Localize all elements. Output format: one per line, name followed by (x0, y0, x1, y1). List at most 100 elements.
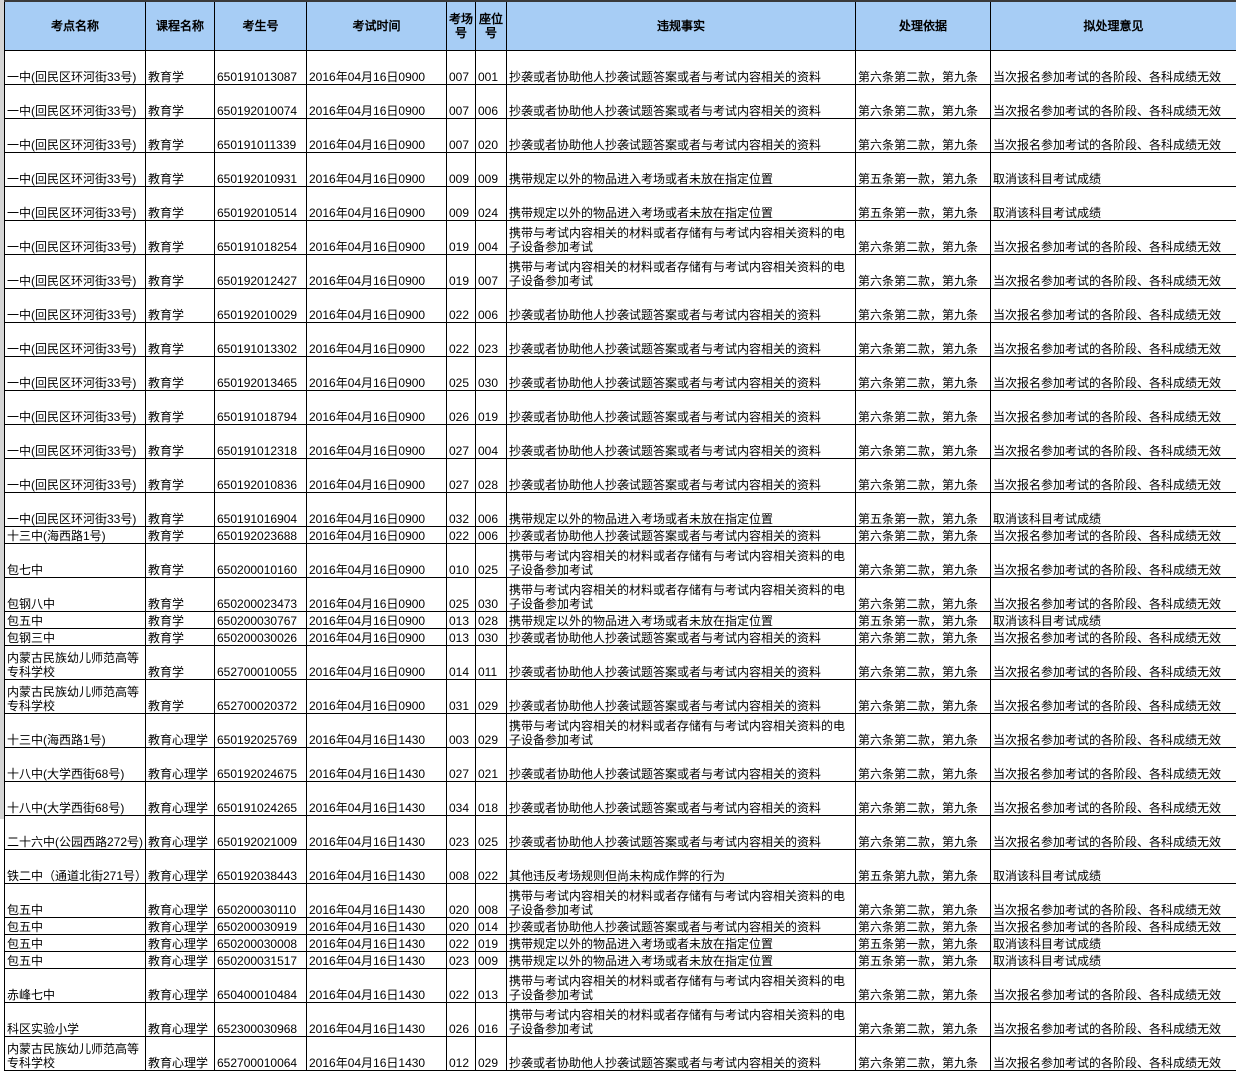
cell-basis[interactable]: 第六条第二款，第九条 (856, 680, 991, 714)
cell-site[interactable]: 一中(回民区环河街33号) (5, 493, 146, 527)
cell-seat[interactable]: 018 (476, 782, 507, 816)
cell-course[interactable]: 教育学 (146, 85, 215, 119)
cell-basis[interactable]: 第六条第二款，第九条 (856, 748, 991, 782)
cell-site[interactable]: 一中(回民区环河街33号) (5, 85, 146, 119)
cell-seat[interactable]: 019 (476, 391, 507, 425)
cell-basis[interactable]: 第五条第一款，第九条 (856, 493, 991, 527)
cell-room[interactable]: 034 (447, 782, 476, 816)
cell-room[interactable]: 009 (447, 187, 476, 221)
column-header-site[interactable]: 考点名称 (5, 1, 146, 51)
cell-time[interactable]: 2016年04月16日0900 (307, 646, 447, 680)
cell-basis[interactable]: 第六条第二款，第九条 (856, 289, 991, 323)
cell-site[interactable]: 一中(回民区环河街33号) (5, 187, 146, 221)
cell-course[interactable]: 教育学 (146, 425, 215, 459)
cell-basis[interactable]: 第五条第一款，第九条 (856, 935, 991, 952)
cell-opinion[interactable]: 取消该科目考试成绩 (991, 153, 1236, 187)
cell-opinion[interactable]: 当次报名参加考试的各阶段、各科成绩无效 (991, 85, 1236, 119)
cell-seat[interactable]: 023 (476, 323, 507, 357)
cell-seat[interactable]: 007 (476, 255, 507, 289)
cell-fact[interactable]: 抄袭或者协助他人抄袭试题答案或者与考试内容相关的资料 (507, 1037, 856, 1071)
cell-site[interactable]: 包五中 (5, 612, 146, 629)
cell-room[interactable]: 013 (447, 629, 476, 646)
cell-site[interactable]: 一中(回民区环河街33号) (5, 255, 146, 289)
cell-site[interactable]: 十三中(海西路1号) (5, 527, 146, 544)
cell-site[interactable]: 一中(回民区环河街33号) (5, 425, 146, 459)
column-header-room[interactable]: 考场号 (447, 1, 476, 51)
cell-fact[interactable]: 抄袭或者协助他人抄袭试题答案或者与考试内容相关的资料 (507, 459, 856, 493)
cell-seat[interactable]: 006 (476, 289, 507, 323)
cell-seat[interactable]: 006 (476, 493, 507, 527)
cell-room[interactable]: 008 (447, 850, 476, 884)
cell-course[interactable]: 教育心理学 (146, 918, 215, 935)
cell-site[interactable]: 科区实验小学 (5, 1003, 146, 1037)
cell-fact[interactable]: 抄袭或者协助他人抄袭试题答案或者与考试内容相关的资料 (507, 51, 856, 85)
cell-seat[interactable]: 006 (476, 85, 507, 119)
cell-id[interactable]: 650191013087 (215, 51, 307, 85)
cell-fact[interactable]: 携带规定以外的物品进入考场或者未放在指定位置 (507, 952, 856, 969)
cell-id[interactable]: 650191012318 (215, 425, 307, 459)
cell-id[interactable]: 650200031517 (215, 952, 307, 969)
cell-basis[interactable]: 第六条第二款，第九条 (856, 782, 991, 816)
cell-site[interactable]: 铁二中（通道北街271号） (5, 850, 146, 884)
cell-basis[interactable]: 第六条第二款，第九条 (856, 255, 991, 289)
cell-basis[interactable]: 第六条第二款，第九条 (856, 629, 991, 646)
cell-id[interactable]: 650191018794 (215, 391, 307, 425)
cell-seat[interactable]: 020 (476, 119, 507, 153)
cell-id[interactable]: 650192024675 (215, 748, 307, 782)
cell-seat[interactable]: 030 (476, 578, 507, 612)
cell-opinion[interactable]: 当次报名参加考试的各阶段、各科成绩无效 (991, 969, 1236, 1003)
cell-id[interactable]: 650192013465 (215, 357, 307, 391)
cell-id[interactable]: 650200023473 (215, 578, 307, 612)
cell-site[interactable]: 内蒙古民族幼儿师范高等专科学校 (5, 1037, 146, 1071)
cell-seat[interactable]: 028 (476, 612, 507, 629)
cell-basis[interactable]: 第六条第二款，第九条 (856, 646, 991, 680)
cell-room[interactable]: 027 (447, 459, 476, 493)
cell-time[interactable]: 2016年04月16日0900 (307, 391, 447, 425)
cell-room[interactable]: 022 (447, 527, 476, 544)
cell-opinion[interactable]: 当次报名参加考试的各阶段、各科成绩无效 (991, 816, 1236, 850)
cell-id[interactable]: 650191011339 (215, 119, 307, 153)
cell-course[interactable]: 教育心理学 (146, 850, 215, 884)
cell-site[interactable]: 包钢八中 (5, 578, 146, 612)
cell-time[interactable]: 2016年04月16日1430 (307, 952, 447, 969)
cell-room[interactable]: 020 (447, 884, 476, 918)
cell-id[interactable]: 650192038443 (215, 850, 307, 884)
cell-time[interactable]: 2016年04月16日0900 (307, 544, 447, 578)
cell-site[interactable]: 包五中 (5, 935, 146, 952)
column-header-id[interactable]: 考生号 (215, 1, 307, 51)
cell-opinion[interactable]: 当次报名参加考试的各阶段、各科成绩无效 (991, 1003, 1236, 1037)
cell-room[interactable]: 025 (447, 578, 476, 612)
cell-fact[interactable]: 抄袭或者协助他人抄袭试题答案或者与考试内容相关的资料 (507, 119, 856, 153)
cell-course[interactable]: 教育学 (146, 680, 215, 714)
cell-fact[interactable]: 抄袭或者协助他人抄袭试题答案或者与考试内容相关的资料 (507, 680, 856, 714)
cell-course[interactable]: 教育学 (146, 629, 215, 646)
cell-fact[interactable]: 携带规定以外的物品进入考场或者未放在指定位置 (507, 935, 856, 952)
cell-site[interactable]: 包五中 (5, 952, 146, 969)
cell-seat[interactable]: 009 (476, 952, 507, 969)
cell-id[interactable]: 650200010160 (215, 544, 307, 578)
cell-seat[interactable]: 006 (476, 527, 507, 544)
cell-basis[interactable]: 第六条第二款，第九条 (856, 884, 991, 918)
cell-room[interactable]: 031 (447, 680, 476, 714)
cell-time[interactable]: 2016年04月16日0900 (307, 51, 447, 85)
cell-fact[interactable]: 携带与考试内容相关的材料或者存储有与考试内容相关资料的电子设备参加考试 (507, 884, 856, 918)
cell-time[interactable]: 2016年04月16日1430 (307, 816, 447, 850)
cell-id[interactable]: 652700010064 (215, 1037, 307, 1071)
cell-opinion[interactable]: 取消该科目考试成绩 (991, 952, 1236, 969)
cell-id[interactable]: 650192010074 (215, 85, 307, 119)
cell-basis[interactable]: 第六条第二款，第九条 (856, 1037, 991, 1071)
cell-id[interactable]: 650191024265 (215, 782, 307, 816)
cell-fact[interactable]: 携带规定以外的物品进入考场或者未放在指定位置 (507, 153, 856, 187)
cell-opinion[interactable]: 取消该科目考试成绩 (991, 493, 1236, 527)
cell-seat[interactable]: 025 (476, 816, 507, 850)
cell-room[interactable]: 022 (447, 289, 476, 323)
cell-opinion[interactable]: 当次报名参加考试的各阶段、各科成绩无效 (991, 646, 1236, 680)
cell-course[interactable]: 教育心理学 (146, 1037, 215, 1071)
cell-fact[interactable]: 抄袭或者协助他人抄袭试题答案或者与考试内容相关的资料 (507, 918, 856, 935)
cell-opinion[interactable]: 当次报名参加考试的各阶段、各科成绩无效 (991, 680, 1236, 714)
cell-time[interactable]: 2016年04月16日0900 (307, 255, 447, 289)
cell-id[interactable]: 652700020372 (215, 680, 307, 714)
cell-time[interactable]: 2016年04月16日1430 (307, 850, 447, 884)
cell-time[interactable]: 2016年04月16日0900 (307, 459, 447, 493)
cell-id[interactable]: 650191013302 (215, 323, 307, 357)
